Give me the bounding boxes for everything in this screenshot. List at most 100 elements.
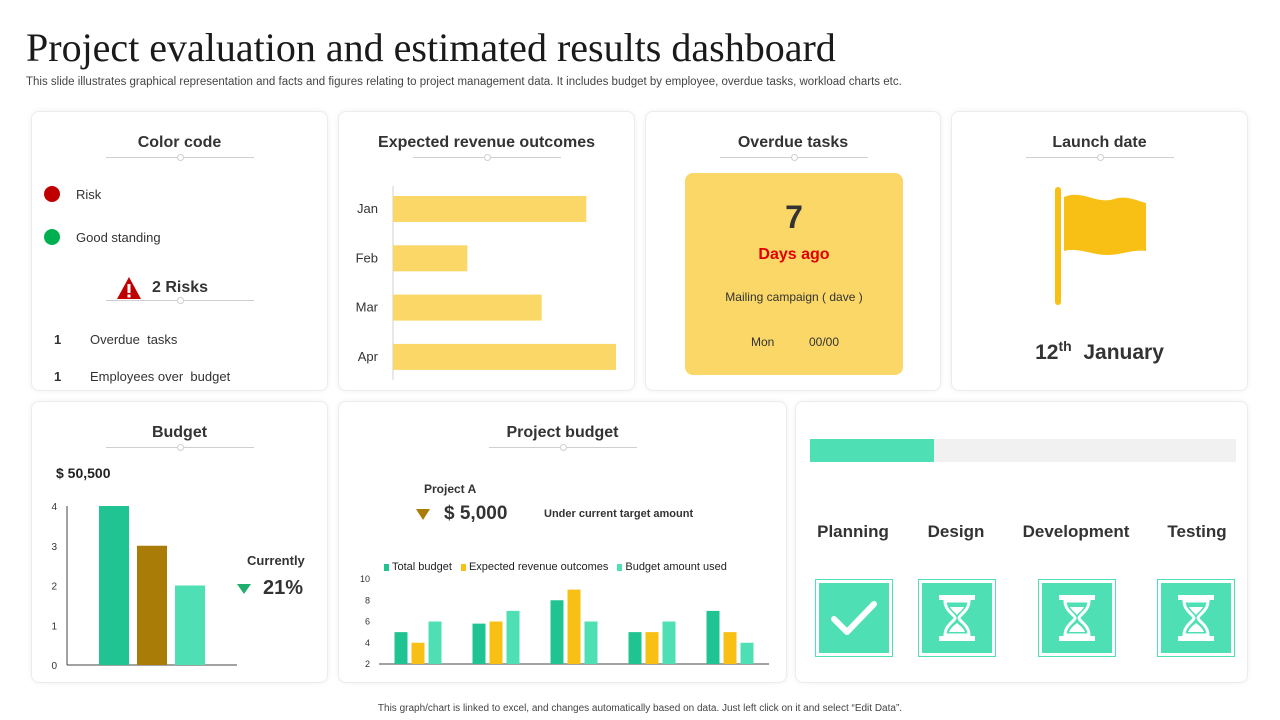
legend-swatch xyxy=(460,563,466,571)
y-tick-label: 3 xyxy=(51,542,57,553)
category-label: Apr xyxy=(358,349,379,364)
color-code-title: Color code xyxy=(137,134,222,151)
legend-item: Budget amount used xyxy=(617,561,727,573)
down-arrow-icon xyxy=(237,583,251,594)
title-divider xyxy=(489,444,637,451)
budget-amount: $ 50,500 xyxy=(56,465,111,481)
legend-swatch xyxy=(384,563,389,571)
y-tick-label: 2 xyxy=(365,659,370,669)
progress-bar xyxy=(810,439,1236,462)
bar-apr xyxy=(393,343,616,370)
project-budget-chart: 2 4 6 8 10 xyxy=(360,574,769,669)
title-divider xyxy=(1026,154,1174,161)
launch-card: Launch date 12th January xyxy=(951,111,1248,391)
legend-good-label: Good standing xyxy=(76,229,161,245)
chart-legend: Total budget Expected revenue outcomes B… xyxy=(384,561,736,573)
legend-good: Good standing xyxy=(44,229,161,245)
y-tick-label: 10 xyxy=(360,574,370,584)
down-arrow-icon xyxy=(416,508,430,520)
bar-group-5-series-1 xyxy=(706,610,720,664)
risk-count: 1 xyxy=(54,332,62,347)
launch-suffix: th xyxy=(1058,338,1072,354)
check-icon xyxy=(831,601,877,635)
bar-group-3-series-1 xyxy=(550,600,564,664)
page-title: Project evaluation and estimated results… xyxy=(26,25,836,70)
risk-label: Overdue tasks xyxy=(90,332,178,347)
phase-label-testing: Testing xyxy=(1167,522,1227,541)
project-budget-card: Project budget Project A $ 5,000 Under c… xyxy=(338,401,787,683)
project-note: Under current target amount xyxy=(544,508,694,520)
category-label: Jan xyxy=(357,201,378,216)
bar-group-4-series-2 xyxy=(645,632,659,664)
legend-item: Total budget xyxy=(384,561,452,573)
project-budget-title: Project budget xyxy=(506,424,619,441)
legend-label: Budget amount used xyxy=(625,561,727,573)
title-divider xyxy=(413,154,561,161)
legend-item: Expected revenue outcomes xyxy=(460,561,609,573)
y-tick-label: 4 xyxy=(51,502,57,513)
risk-item: 1 Overdue tasks xyxy=(54,332,177,347)
phase-label-design: Design xyxy=(927,522,985,541)
hourglass-icon xyxy=(939,595,975,641)
bar-group-4-series-3 xyxy=(662,621,676,664)
bar-group-2-series-1 xyxy=(472,623,486,664)
y-tick-label: 0 xyxy=(51,661,57,672)
bar-group-5-series-2 xyxy=(723,632,737,664)
bar-group-3-series-2 xyxy=(567,589,581,664)
risks-heading: 2 Risks xyxy=(116,276,208,300)
good-dot-icon xyxy=(44,229,60,245)
risk-label: Employees over budget xyxy=(90,369,231,384)
overdue-day: Mon xyxy=(751,335,775,349)
bar-jan xyxy=(393,196,587,222)
title-divider xyxy=(106,444,254,451)
currently-value: 21% xyxy=(263,577,304,599)
project-name: Project A xyxy=(424,482,477,496)
category-label: Feb xyxy=(356,250,378,265)
overdue-description: Mailing campaign ( dave ) xyxy=(725,290,863,304)
overdue-days-label: Days ago xyxy=(758,246,830,263)
bar-feb xyxy=(393,245,468,272)
overdue-number: 7 xyxy=(785,199,803,235)
bar-group-4-series-1 xyxy=(628,632,642,664)
revenue-chart: Jan Feb Mar Apr xyxy=(356,186,616,380)
project-amount: $ 5,000 xyxy=(444,503,508,524)
risk-dot-icon xyxy=(44,186,60,202)
page-subtitle: This slide illustrates graphical represe… xyxy=(26,76,902,88)
risks-title: 2 Risks xyxy=(152,279,209,296)
progress-fill xyxy=(810,439,934,462)
phase-box-design xyxy=(918,579,996,657)
color-code-card: Color code Risk Good standing 2 Risks 1 … xyxy=(31,111,328,391)
budget-title: Budget xyxy=(151,424,208,441)
budget-bar-b xyxy=(137,545,167,665)
y-tick-label: 8 xyxy=(365,595,370,605)
bar-mar xyxy=(393,294,542,321)
flag-icon xyxy=(1055,187,1146,305)
phase-box-testing xyxy=(1157,579,1235,657)
launch-title: Launch date xyxy=(1052,134,1147,151)
warning-icon xyxy=(117,277,141,299)
budget-chart: 0 1 2 3 4 xyxy=(51,502,237,672)
y-tick-label: 1 xyxy=(51,621,57,632)
risk-item: 1 Employees over budget xyxy=(54,369,230,384)
hourglass-icon xyxy=(1178,595,1214,641)
phase-box-planning xyxy=(815,579,893,657)
launch-month: January xyxy=(1083,341,1164,364)
bar-group-1-series-2 xyxy=(411,642,425,664)
overdue-date: 00/00 xyxy=(809,335,840,349)
footer-note: This graph/chart is linked to excel, and… xyxy=(377,703,903,714)
legend-label: Expected revenue outcomes xyxy=(468,561,609,573)
project-amount-row: $ 5,000 xyxy=(416,503,507,525)
y-tick-label: 2 xyxy=(51,582,57,593)
bar-group-5-series-3 xyxy=(740,642,754,664)
revenue-card: Expected revenue outcomes Jan Feb Mar Apr xyxy=(338,111,635,391)
budget-bar-a xyxy=(99,506,129,665)
hourglass-icon xyxy=(1059,595,1095,641)
title-divider xyxy=(720,154,868,161)
bar-group-2-series-2 xyxy=(489,621,503,664)
revenue-title: Expected revenue outcomes xyxy=(378,134,595,151)
legend-risk: Risk xyxy=(44,186,101,202)
bar-group-3-series-3 xyxy=(584,621,598,664)
launch-day: 12 xyxy=(1035,341,1059,364)
legend-label: Total budget xyxy=(392,561,452,573)
bar-group-2-series-3 xyxy=(506,610,520,664)
